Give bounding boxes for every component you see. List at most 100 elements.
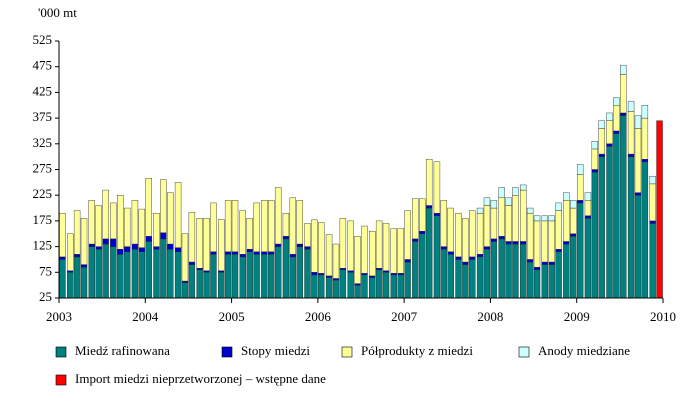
bar-segment — [289, 197, 297, 255]
bar-segment — [425, 207, 433, 299]
x-tick-label: 2009 — [564, 309, 590, 324]
bar-segment — [447, 254, 454, 299]
bar-segment — [218, 219, 225, 271]
bar-segment — [591, 141, 599, 150]
bar-segment — [339, 269, 347, 299]
bar-segment — [131, 243, 139, 250]
legend-swatch — [55, 346, 67, 358]
bar-segment — [641, 105, 649, 119]
bar-segment — [253, 202, 260, 252]
bar-segment — [606, 146, 613, 299]
bar-segment — [447, 207, 454, 252]
bar-segment — [382, 270, 390, 273]
bar-segment — [520, 243, 527, 299]
bar-segment — [390, 273, 397, 276]
bar-segment — [59, 256, 66, 260]
bar-segment — [505, 205, 512, 242]
bar-segment — [498, 238, 505, 299]
bar-segment — [304, 248, 311, 299]
bar-segment — [110, 238, 117, 247]
bar-segment — [123, 246, 131, 252]
bar-segment — [606, 112, 613, 121]
bar-segment — [620, 74, 627, 114]
bar-segment — [620, 112, 627, 116]
bar-segment — [369, 230, 376, 277]
bar-segment — [67, 270, 74, 273]
bar-segment — [656, 120, 663, 299]
bar-segment — [354, 283, 361, 286]
bar-segment — [613, 97, 620, 106]
y-tick-label: 275 — [33, 160, 53, 175]
bar-segment — [318, 273, 325, 276]
bar-segment — [210, 251, 217, 255]
bar-segment — [325, 234, 333, 277]
bar-segment — [80, 218, 88, 265]
bar-segment — [462, 261, 469, 265]
x-tick-label: 2007 — [391, 309, 418, 324]
bar-segment — [375, 269, 383, 299]
bar-segment — [375, 220, 383, 269]
bar-segment — [347, 220, 354, 271]
bar-segment — [490, 207, 498, 240]
y-tick-label: 325 — [33, 135, 53, 150]
bar-segment — [339, 267, 347, 270]
bar-segment — [167, 192, 174, 245]
bar-segment — [390, 228, 397, 274]
bar-segment — [239, 254, 246, 258]
bar-segment — [231, 251, 239, 255]
bar-segment — [620, 64, 627, 75]
bar-segment — [627, 153, 635, 157]
bar-segment — [274, 246, 282, 299]
bar-segment — [598, 128, 605, 155]
bar-segment — [304, 223, 311, 247]
bar-segment — [520, 241, 527, 245]
bar-segment — [425, 205, 433, 209]
bar-segment — [239, 256, 246, 299]
bar-segment — [181, 233, 189, 282]
bar-segment — [498, 236, 505, 240]
bar-segment — [555, 248, 562, 252]
y-tick-label: 25 — [39, 289, 52, 304]
legend-swatch — [341, 346, 353, 358]
bar-segment — [598, 153, 605, 157]
bar-segment — [347, 270, 354, 273]
bar-segment — [512, 187, 519, 196]
bar-segment — [498, 187, 505, 198]
y-tick-label: 475 — [33, 58, 53, 73]
bar-segment — [476, 207, 484, 214]
bar-segment — [261, 251, 268, 255]
y-axis-unit: '000 mt — [38, 5, 77, 20]
bar-segment — [325, 277, 333, 299]
y-tick-label: 375 — [33, 109, 53, 124]
bar-segment — [102, 238, 109, 245]
bar-segment — [268, 254, 275, 299]
bar-segment — [591, 148, 599, 170]
bar-segment — [570, 236, 577, 299]
legend-label: Miedź rafinowana — [75, 343, 170, 358]
bar-segment — [261, 200, 268, 252]
bar-segment — [354, 236, 361, 284]
bar-segment — [512, 194, 519, 242]
bar-segment — [311, 274, 318, 299]
bar-segment — [332, 243, 340, 279]
bar-segment — [304, 246, 311, 250]
bar-segment — [598, 156, 605, 299]
bar-segment — [641, 159, 649, 162]
bar-segment — [210, 202, 217, 252]
legend-label: Import miedzi nieprzetworzonej – wstępne… — [75, 371, 326, 386]
bar-segment — [160, 238, 167, 299]
legend-swatch — [518, 346, 530, 358]
bar-segment — [174, 251, 182, 299]
bar-segment — [591, 169, 599, 173]
x-tick-label: 2004 — [132, 309, 159, 324]
bar-segment — [419, 230, 426, 234]
bar-segment — [570, 200, 577, 209]
bar-segment — [433, 161, 441, 214]
bar-segment — [455, 256, 462, 260]
bar-segment — [188, 264, 196, 299]
bar-segment — [73, 254, 81, 258]
bar-segment — [390, 274, 397, 299]
bar-segment — [369, 275, 376, 278]
bar-segment — [555, 202, 562, 211]
bar-segment — [354, 284, 361, 299]
